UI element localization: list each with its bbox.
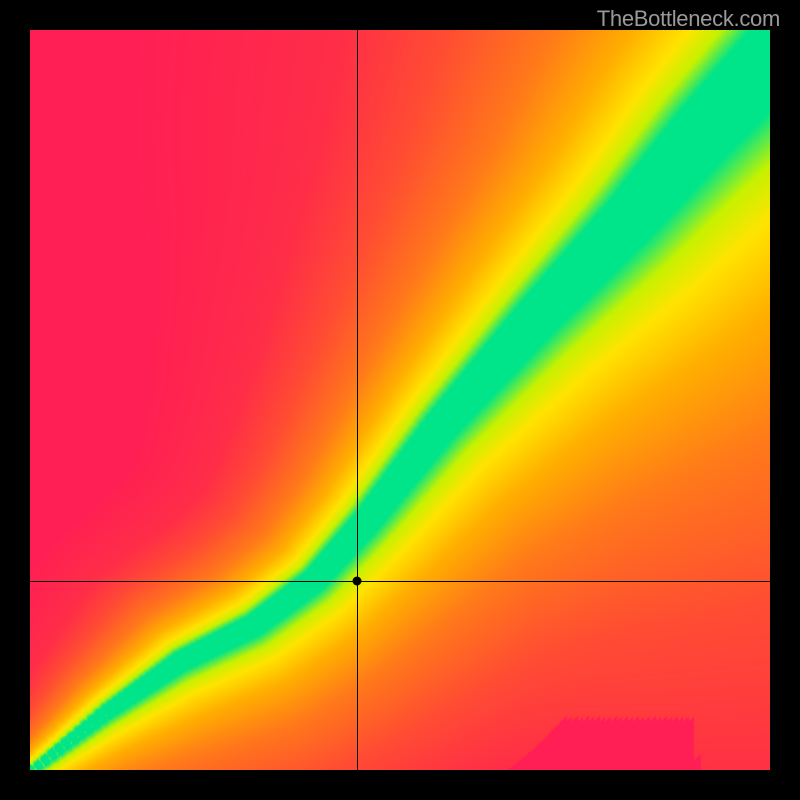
crosshair-vertical bbox=[357, 30, 358, 770]
bottleneck-heatmap bbox=[30, 30, 770, 770]
watermark-text: TheBottleneck.com bbox=[597, 6, 780, 32]
crosshair-horizontal bbox=[30, 581, 770, 582]
crosshair-marker-dot bbox=[353, 577, 362, 586]
plot-area bbox=[30, 30, 770, 770]
